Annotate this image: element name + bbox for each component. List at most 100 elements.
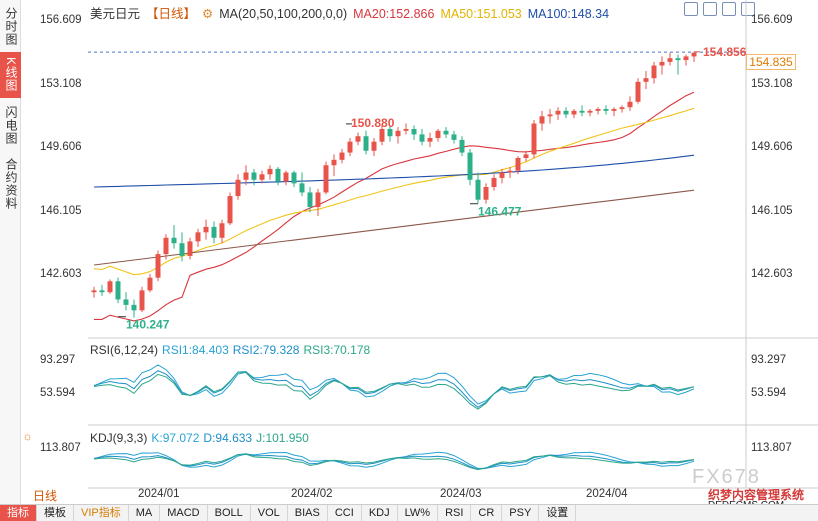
x-label-jan: 2024/01 bbox=[138, 488, 180, 500]
candle-body bbox=[523, 154, 529, 158]
rsi-tick-1: 93.297 bbox=[40, 354, 76, 366]
fullscreen-icon[interactable] bbox=[684, 2, 698, 16]
candle-body bbox=[203, 226, 209, 233]
ma200-line bbox=[93, 189, 695, 266]
candle-body bbox=[691, 52, 697, 57]
rsi3-line bbox=[93, 371, 695, 410]
candle-body bbox=[451, 134, 457, 140]
ma50-value: MA50:151.053 bbox=[440, 7, 522, 21]
tab-timeshare[interactable]: 分时图 bbox=[4, 6, 18, 46]
candle-body bbox=[179, 243, 185, 256]
toolbar-psy[interactable]: PSY bbox=[502, 505, 540, 521]
price-tick-left-3: 149.606 bbox=[40, 141, 82, 153]
candle-body bbox=[547, 114, 553, 117]
toolbar-vol[interactable]: VOL bbox=[251, 505, 288, 521]
candle-body bbox=[531, 123, 537, 155]
candle-body bbox=[267, 168, 273, 175]
toolbar-macd[interactable]: MACD bbox=[160, 505, 208, 521]
zoom-in-icon[interactable] bbox=[722, 2, 736, 16]
rsi-header: RSI(6,12,24) RSI1:84.403 RSI2:79.328 RSI3:7… bbox=[90, 343, 374, 357]
rsi-tick-2: 53.594 bbox=[40, 387, 76, 399]
candle-body bbox=[539, 116, 545, 124]
toolbar-settings[interactable]: 设置 bbox=[539, 505, 577, 521]
dedecms-watermark-cn: 织梦内容管理系统 bbox=[708, 488, 805, 502]
ma100-line bbox=[93, 154, 695, 188]
kdj-j-line bbox=[93, 453, 695, 471]
candle-body bbox=[187, 241, 193, 256]
candle-body bbox=[275, 168, 281, 182]
candle-body bbox=[587, 110, 593, 113]
candle-body bbox=[195, 232, 201, 242]
candle-body bbox=[291, 172, 297, 184]
price-tick-3: 149.606 bbox=[751, 141, 793, 153]
candle-body bbox=[283, 172, 289, 182]
candle-body bbox=[427, 138, 433, 142]
tab-flash[interactable]: 闪电图 bbox=[4, 105, 18, 145]
candle-body bbox=[635, 81, 641, 102]
price-tick-1: 156.609 bbox=[751, 14, 793, 26]
kdj-d-line bbox=[93, 453, 695, 470]
x-label-apr: 2024/04 bbox=[586, 488, 628, 500]
candle-body bbox=[363, 136, 369, 151]
j-value: J:101.950 bbox=[256, 431, 309, 445]
toolbar-template[interactable]: 模板 bbox=[37, 505, 74, 521]
indicator-toolbar: 指标 模板 VIP指标 MA MACD BOLL VOL BIAS CCI KD… bbox=[0, 504, 818, 521]
toolbar-ma[interactable]: MA bbox=[129, 505, 161, 521]
price-tick-left-5: 142.603 bbox=[40, 268, 82, 280]
candle-body bbox=[235, 179, 241, 197]
annotation-peak: 150.880 bbox=[351, 116, 395, 130]
candle-body bbox=[683, 56, 689, 61]
kdj-tick-1: 113.807 bbox=[40, 442, 81, 454]
kdj-settings-icon[interactable]: ☼ bbox=[22, 429, 33, 443]
candle-body bbox=[475, 179, 481, 200]
toolbar-cci[interactable]: CCI bbox=[328, 505, 362, 521]
ma20-value: MA20:152.866 bbox=[353, 7, 435, 21]
toolbar-boll[interactable]: BOLL bbox=[208, 505, 251, 521]
candle-body bbox=[163, 237, 169, 255]
annotation-low-dec: 140.247 bbox=[126, 318, 170, 332]
toolbar-kdj[interactable]: KDJ bbox=[362, 505, 398, 521]
fx678-watermark: FX678 bbox=[692, 466, 761, 488]
rsi1-value: RSI1:84.403 bbox=[162, 343, 229, 357]
tab-kline[interactable]: K线图 bbox=[0, 52, 21, 98]
candle-body bbox=[603, 109, 609, 111]
candle-body bbox=[171, 237, 177, 244]
settings-icon[interactable]: ⚙ bbox=[202, 7, 214, 21]
toolbar-lwr[interactable]: LW% bbox=[398, 505, 439, 521]
kdj-tick-right-1: 113.807 bbox=[751, 442, 792, 454]
toolbar-cr[interactable]: CR bbox=[471, 505, 503, 521]
grid-icon[interactable] bbox=[703, 2, 717, 16]
toolbar-bias[interactable]: BIAS bbox=[288, 505, 328, 521]
period-button[interactable]: 日线 bbox=[21, 488, 81, 504]
ma20-line bbox=[94, 91, 695, 322]
candle-body bbox=[667, 58, 673, 62]
candle-body bbox=[91, 290, 97, 293]
toolbar-indicator[interactable]: 指标 bbox=[0, 505, 37, 521]
period-tag: 【日线】 bbox=[146, 7, 197, 21]
k-value: K:97.072 bbox=[151, 431, 200, 445]
candle-body bbox=[579, 110, 585, 113]
candle-body bbox=[107, 281, 113, 293]
candle-body bbox=[515, 157, 521, 171]
candle-body bbox=[147, 277, 153, 291]
price-tick-5: 142.603 bbox=[751, 268, 793, 280]
kdj-title: KDJ(9,3,3) bbox=[90, 431, 148, 445]
candle-body bbox=[315, 192, 321, 207]
candle-body bbox=[491, 177, 497, 188]
zoom-out-icon[interactable] bbox=[741, 2, 755, 16]
candle-body bbox=[307, 192, 313, 207]
candle-body bbox=[435, 130, 441, 139]
tab-contract-info[interactable]: 合约资料 bbox=[4, 158, 18, 210]
candle-body bbox=[387, 128, 393, 137]
candle-body bbox=[123, 299, 129, 305]
ma100-value: MA100:148.34 bbox=[527, 7, 610, 21]
candle-body bbox=[339, 152, 345, 160]
x-label-mar: 2024/03 bbox=[440, 488, 482, 500]
candle-body bbox=[379, 128, 385, 142]
kdj-header: KDJ(9,3,3) K:97.072 D:94.633 J:101.950 bbox=[90, 431, 313, 445]
candle-body bbox=[371, 141, 377, 151]
toolbar-rsi[interactable]: RSI bbox=[438, 505, 472, 521]
price-tick-left-1: 156.609 bbox=[40, 14, 82, 26]
toolbar-vip[interactable]: VIP指标 bbox=[74, 505, 129, 521]
